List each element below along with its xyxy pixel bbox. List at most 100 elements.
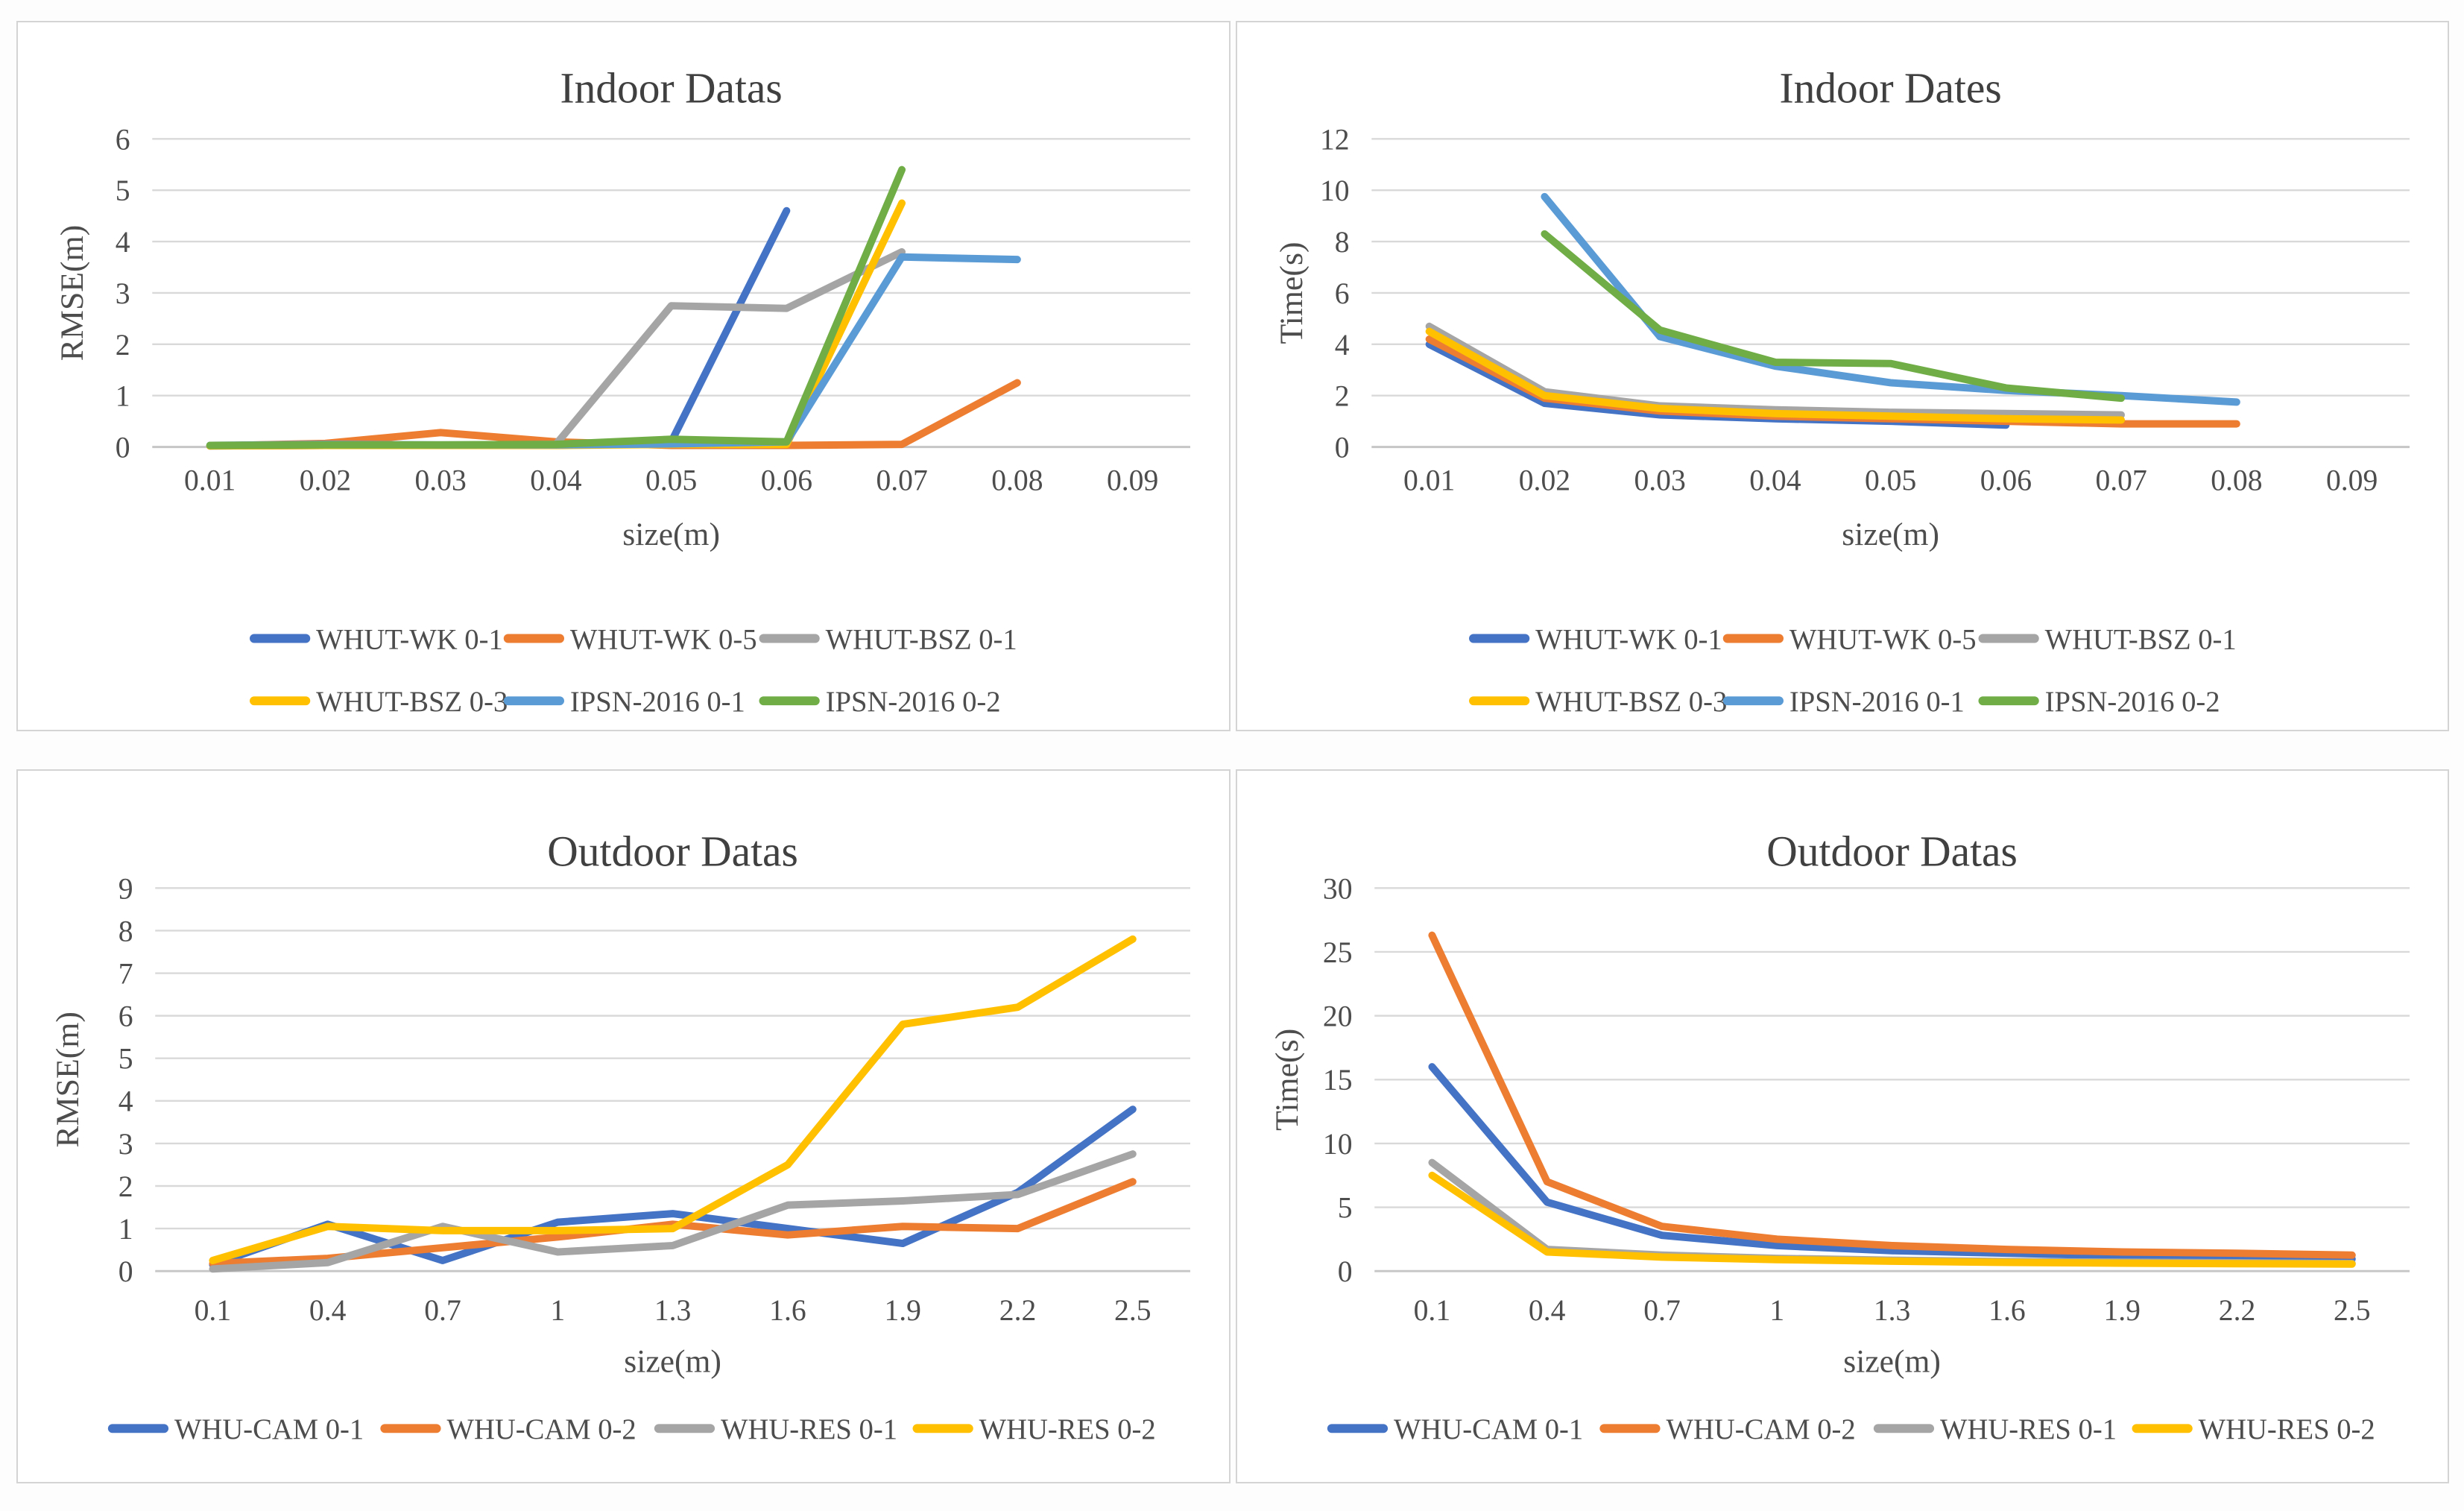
x-tick-label: 0.04 [530,464,581,496]
x-tick-label: 2.5 [2334,1294,2371,1327]
series-line-whu-cam-0-2 [209,1178,1137,1267]
legend: WHUT-WK 0-1 WHUT-WK 0-5 WHUT-BSZ 0-1 WHUT-B… [1468,623,2236,718]
legend-label: WHUT-WK 0-1 [316,623,503,655]
legend-label: IPSN-2016 0-2 [2044,686,2220,718]
x-tick-label: 2.2 [999,1294,1037,1327]
legend-label: WHU-CAM 0-1 [1393,1413,1582,1445]
x-tick-label: 1.9 [2103,1294,2141,1327]
y-tick-label: 15 [1322,1064,1352,1097]
series-line-ipsn-2016-0-2 [206,165,906,449]
y-tick-label: 10 [1322,1128,1352,1161]
x-tick-label: 0.04 [1749,464,1801,496]
legend-label: WHU-CAM 0-2 [1666,1413,1855,1445]
y-axis-label: RMSE(m) [50,1012,86,1148]
y-tick-label: 0 [116,431,130,464]
y-tick-label: 8 [1334,226,1349,259]
series-line-whut-bsz-0-3 [1425,327,2125,424]
x-tick-label: 0.7 [424,1294,461,1327]
series-line-whu-cam-0-2 [1427,931,2356,1259]
x-tick-label: 1.6 [1988,1294,2026,1327]
x-tick-label: 1 [1769,1294,1784,1327]
series-lines [209,935,1137,1273]
x-tick-label: 0.4 [309,1294,347,1327]
x-tick-label: 0.06 [761,464,812,496]
x-tick-label: 1.3 [654,1294,692,1327]
y-tick-label: 2 [1334,380,1349,413]
y-tick-label: 6 [116,123,130,156]
panel-outdoor-rmse-chart: 0 1 2 3 4 5 6 7 8 9 0.1 0.4 0.7 1 1.3 1.6 1.9 2.2 2.5 Outdo… [16,769,1231,1483]
y-tick-label: 9 [119,872,133,905]
y-tick-label: 0 [1337,1255,1352,1288]
y-tick-label: 3 [116,277,130,310]
indoor-rmse-chart: 0 1 2 3 4 5 6 0.01 0.02 0.03 0.04 0.05 0.06 0.07 0.08 0… [54,65,1190,718]
series-line-ipsn-2016-0-1 [206,253,1021,449]
y-tick-label: 1 [119,1213,133,1246]
x-tick-label: 1.9 [884,1294,921,1327]
x-tick-label: 0.02 [1518,464,1570,496]
legend-label: WHU-CAM 0-2 [447,1413,636,1445]
x-tick-label: 0.05 [1864,464,1915,496]
y-tick-label: 4 [116,226,130,259]
x-tick-label: 0.05 [645,464,697,496]
legend-label: WHUT-BSZ 0-3 [316,686,508,718]
x-axis-label: size(m) [1842,517,1939,552]
series-line-ipsn-2016-0-1 [1540,192,2240,406]
x-tick-label: 0.1 [1413,1294,1450,1327]
x-tick-label: 0.4 [1528,1294,1565,1327]
series-line-whut-wk-0-1 [206,206,791,450]
legend-label: WHU-RES 0-1 [721,1413,897,1445]
legend-label: IPSN-2016 0-1 [570,686,745,718]
y-tick-label: 5 [119,1043,133,1076]
x-tick-label: 1.3 [1873,1294,1910,1327]
y-axis-label: Time(s) [1269,1029,1305,1131]
gridlines [1374,887,2410,1272]
x-tick-label: 2.2 [2218,1294,2255,1327]
y-tick-label: 12 [1319,123,1349,156]
y-tick-label: 6 [1334,277,1349,310]
y-tick-label: 0 [119,1255,133,1288]
legend-label: IPSN-2016 0-2 [826,686,1001,718]
x-tick-label: 0.03 [414,464,466,496]
y-tick-label: 20 [1322,1000,1352,1032]
legend-label: WHU-RES 0-2 [979,1413,1156,1445]
panel-indoor-time-chart: 0 2 4 6 8 10 12 0.01 0.02 0.03 0.04 0.05 0.06 0.07 0.0… [1235,21,2449,731]
series-lines [206,165,1021,450]
y-tick-label: 7 [119,957,133,990]
series-line-whu-cam-0-1 [1427,1063,2356,1263]
y-tick-label: 8 [119,915,133,947]
x-tick-label: 0.09 [2325,464,2377,496]
x-axis-label: size(m) [624,1344,721,1380]
x-tick-label: 1 [550,1294,565,1327]
legend-label: IPSN-2016 0-1 [1789,686,1964,718]
series-line-whut-bsz-0-1 [1425,322,2125,419]
x-tick-label: 0.09 [1107,464,1158,496]
chart-title: Indoor Datas [560,65,782,112]
x-tick-label: 0.1 [195,1294,232,1327]
x-tick-label: 0.02 [300,464,351,496]
y-tick-label: 30 [1322,872,1352,905]
y-tick-label: 2 [116,329,130,362]
series-line-whu-res-0-2 [209,935,1137,1264]
y-axis-label: RMSE(m) [54,225,90,362]
chart-title: Outdoor Datas [1766,828,2018,875]
legend: WHU-CAM 0-1 WHU-CAM 0-2 WHU-RES 0-1 WHU-RES… [1327,1413,2375,1445]
x-tick-label: 0.03 [1634,464,1685,496]
legend-label: WHUT-BSZ 0-3 [1535,686,1727,718]
x-tick-label: 1.6 [769,1294,806,1327]
legend: WHUT-WK 0-1 WHUT-WK 0-5 WHUT-BSZ 0-1 WHUT-B… [250,623,1017,718]
y-tick-label: 4 [119,1085,133,1118]
x-tick-label: 0.08 [2211,464,2262,496]
outdoor-rmse-chart: 0 1 2 3 4 5 6 7 8 9 0.1 0.4 0.7 1 1.3 1.6 1.9 2.2 2.5 Outdo… [50,828,1190,1445]
legend: WHU-CAM 0-1 WHU-CAM 0-2 WHU-RES 0-1 WHU-RES… [107,1413,1156,1445]
legend-label: WHUT-BSZ 0-1 [2044,623,2236,655]
x-tick-label: 0.06 [1980,464,2031,496]
chart-title: Indoor Dates [1779,65,2001,112]
x-tick-label: 2.5 [1114,1294,1152,1327]
legend-label: WHU-RES 0-1 [1940,1413,2117,1445]
gridlines [1371,138,2410,449]
series-line-whu-res-0-2 [1427,1171,2356,1268]
y-tick-label: 10 [1319,174,1349,207]
y-tick-label: 0 [1334,431,1349,464]
indoor-time-chart: 0 2 4 6 8 10 12 0.01 0.02 0.03 0.04 0.05 0.06 0.07 0.0… [1274,65,2410,718]
